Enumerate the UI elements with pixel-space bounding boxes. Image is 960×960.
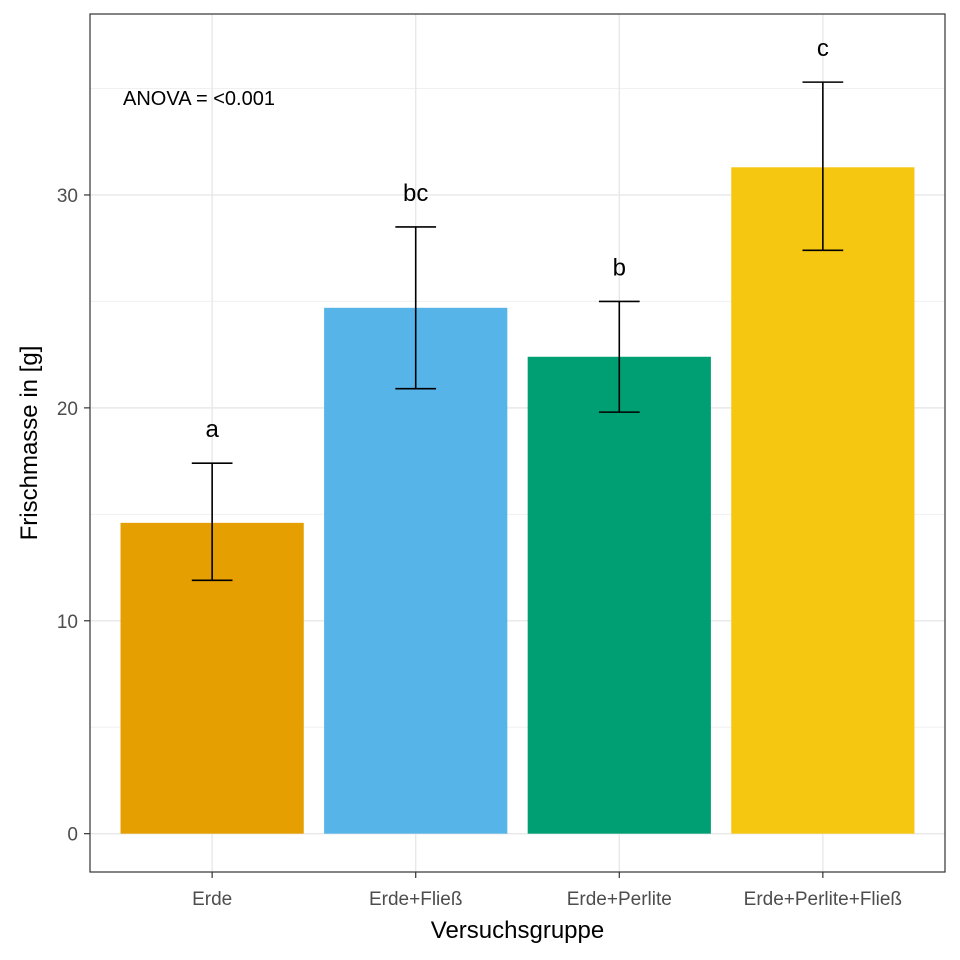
x-tick-label: Erde [192,889,232,910]
error-bar [395,226,437,390]
plot-panel-border [89,13,946,873]
anova-annotation: ANOVA = <0.001 [123,88,275,110]
significance-letter: b [613,254,626,281]
x-tick-label: Erde+Perlite [567,889,672,910]
bar [527,356,711,834]
y-axis-title: Frischmasse in [g] [16,346,43,541]
y-tick-label: 0 [67,825,78,846]
x-tick-label: Erde+Perlite+Fließ [744,889,902,910]
error-bar [802,81,844,252]
error-bar-layer [191,81,844,582]
bar [731,167,915,834]
y-axis: 0 10 20 30 [57,186,90,846]
significance-letter: a [205,416,219,443]
bar-layer [120,167,915,834]
y-tick-label: 10 [57,612,78,633]
x-axis: Erde Erde+Fließ Erde+Perlite Erde+Perlite+F… [192,872,902,910]
y-tick-label: 20 [57,399,78,420]
error-bar [598,300,640,413]
x-axis-title: Versuchsgruppe [431,917,604,944]
x-tick-label: Erde+Fließ [369,889,462,910]
significance-letter: bc [403,180,428,207]
y-tick-label: 30 [57,186,78,207]
significance-letter: c [817,35,829,62]
error-bar [191,462,233,582]
bar [324,307,508,834]
